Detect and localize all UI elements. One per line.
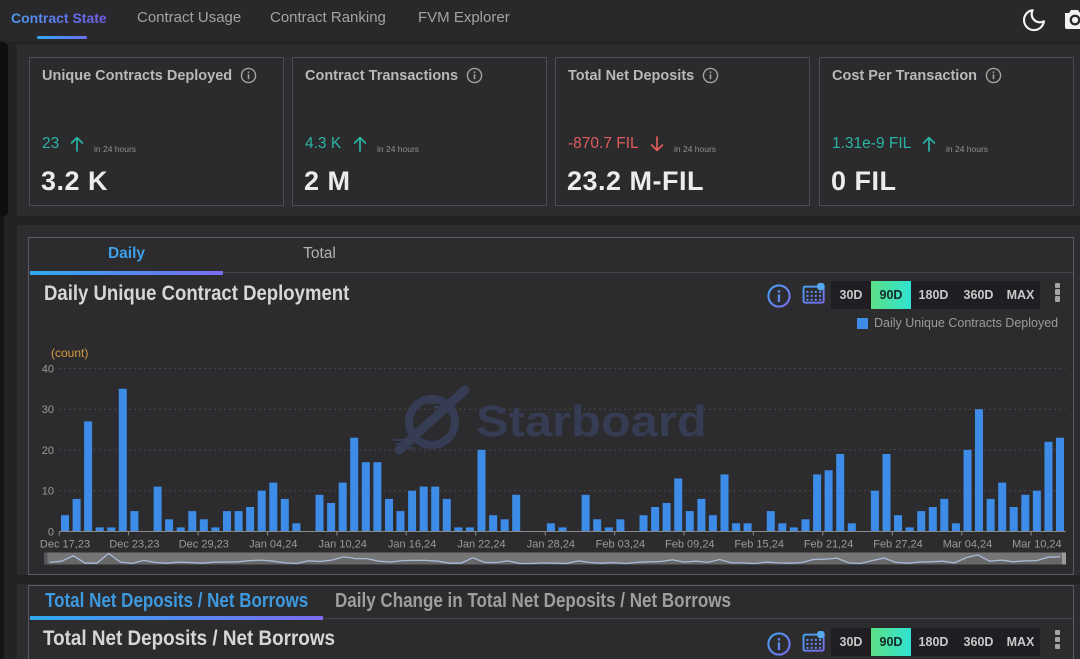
svg-text:(count): (count) — [51, 346, 88, 360]
svg-text:Mar 10,24: Mar 10,24 — [1012, 539, 1062, 551]
svg-text:Dec 17,23: Dec 17,23 — [40, 539, 90, 551]
svg-text:Jan 28,24: Jan 28,24 — [527, 539, 575, 551]
svg-text:Jan 10,24: Jan 10,24 — [319, 539, 367, 551]
svg-text:10: 10 — [42, 486, 54, 498]
svg-text:Jan 16,24: Jan 16,24 — [388, 539, 436, 551]
svg-text:Feb 09,24: Feb 09,24 — [665, 539, 715, 551]
svg-text:Feb 03,24: Feb 03,24 — [596, 539, 646, 551]
svg-text:Jan 04,24: Jan 04,24 — [249, 539, 297, 551]
svg-text:Dec 23,23: Dec 23,23 — [109, 539, 159, 551]
svg-text:20: 20 — [42, 445, 54, 457]
svg-text:30: 30 — [42, 404, 54, 416]
svg-text:Jan 22,24: Jan 22,24 — [457, 539, 505, 551]
svg-text:Dec 29,23: Dec 29,23 — [179, 539, 229, 551]
svg-text:Feb 15,24: Feb 15,24 — [734, 539, 784, 551]
svg-text:Feb 27,24: Feb 27,24 — [873, 539, 923, 551]
svg-text:0: 0 — [48, 527, 54, 539]
svg-text:40: 40 — [42, 363, 54, 375]
svg-text:Feb 21,24: Feb 21,24 — [804, 539, 854, 551]
svg-text:Mar 04,24: Mar 04,24 — [943, 539, 993, 551]
